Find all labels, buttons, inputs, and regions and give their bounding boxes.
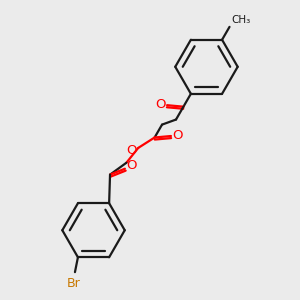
- Text: Br: Br: [67, 277, 80, 290]
- Text: O: O: [127, 144, 137, 157]
- Text: CH₃: CH₃: [232, 15, 251, 26]
- Text: O: O: [126, 159, 137, 172]
- Text: O: O: [155, 98, 166, 111]
- Text: O: O: [172, 129, 183, 142]
